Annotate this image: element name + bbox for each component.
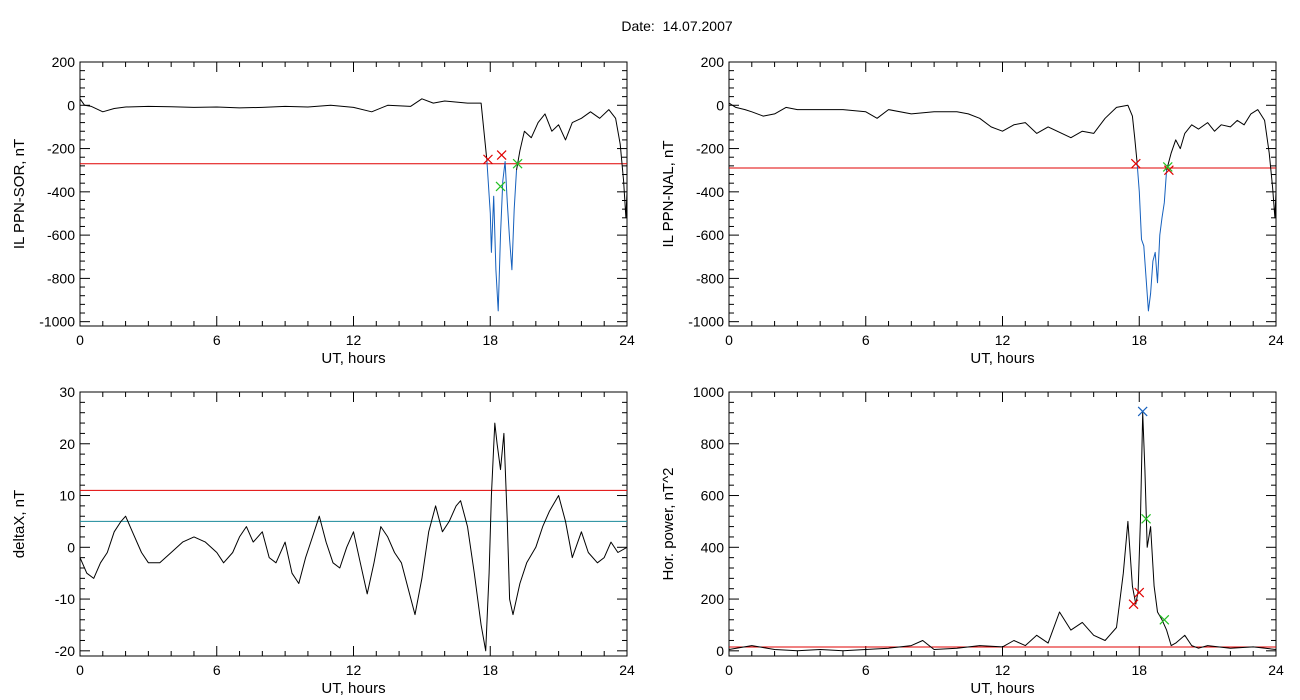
marker-stroke <box>1141 513 1152 524</box>
marker-blue <box>1137 406 1148 417</box>
y-axis-label: Hor. power, nT^2 <box>660 468 677 581</box>
y-tick-label: -600 <box>47 227 75 243</box>
x-tick-label: 24 <box>1268 662 1284 678</box>
chart-panel-sor: 0 6 12 18 24 -1000 -800 -600 -400 -200 0 200 UT, hou… <box>11 54 635 367</box>
y-tick-label: 200 <box>52 54 76 70</box>
chart-panel-deltax: 0 6 12 18 24 -20 -10 0 10 20 30 UT, hours deltaX, nT <box>11 384 635 697</box>
chart-panel-nal: 0 6 12 18 24 -1000 -800 -600 -400 -200 0 200 UT, hou… <box>660 54 1284 367</box>
marker-red <box>483 154 493 165</box>
y-axis-label: deltaX, nT <box>11 490 28 558</box>
x-tick-label: 6 <box>213 332 221 348</box>
x-tick-label: 24 <box>619 662 635 678</box>
x-tick-label: 24 <box>619 332 635 348</box>
marker-stroke <box>1128 599 1139 610</box>
y-axis-label: IL PPN-NAL, nT <box>660 141 677 248</box>
y-tick-label: -200 <box>47 141 75 157</box>
x-tick-label: 18 <box>1131 332 1147 348</box>
x-tick-label: 18 <box>482 662 498 678</box>
y-tick-label: 200 <box>701 54 725 70</box>
x-tick-label: 12 <box>995 662 1011 678</box>
y-tick-label: 400 <box>701 539 725 555</box>
page-title: Date: 14.07.2007 <box>621 18 733 34</box>
marker-green <box>1159 614 1170 625</box>
marker-stroke <box>1137 406 1148 417</box>
marker-stroke <box>1134 587 1145 598</box>
data-trace <box>728 102 1138 162</box>
plot-frame <box>728 391 1277 657</box>
y-tick-label: -10 <box>55 591 75 607</box>
marker-stroke <box>496 150 507 160</box>
x-tick-label: 18 <box>482 332 498 348</box>
plot-frame <box>79 61 628 327</box>
data-trace <box>79 422 628 652</box>
marker-stroke <box>1162 162 1173 172</box>
data-trace <box>728 412 1277 652</box>
marker-stroke <box>483 154 493 165</box>
y-tick-label: 200 <box>701 591 725 607</box>
marker-stroke <box>1159 614 1170 625</box>
marker-green <box>1141 513 1152 524</box>
x-tick-label: 6 <box>213 662 221 678</box>
marker-red <box>1128 599 1139 610</box>
y-tick-label: -600 <box>696 227 724 243</box>
x-tick-label: 12 <box>346 662 362 678</box>
y-tick-label: -800 <box>696 270 724 286</box>
y-tick-label: -800 <box>47 270 75 286</box>
x-tick-label: 6 <box>862 662 870 678</box>
y-tick-label: 600 <box>701 488 725 504</box>
marker-stroke <box>1163 165 1174 176</box>
marker-stroke <box>512 158 523 169</box>
x-axis-label: UT, hours <box>970 350 1034 367</box>
y-tick-label: -20 <box>55 643 75 659</box>
y-tick-label: 30 <box>59 384 75 400</box>
marker-red <box>1130 158 1141 169</box>
y-tick-label: 0 <box>716 643 724 659</box>
x-tick-label: 0 <box>76 662 84 678</box>
marker-green <box>1162 162 1173 172</box>
x-tick-label: 12 <box>346 332 362 348</box>
marker-red <box>1134 587 1145 598</box>
y-tick-label: 0 <box>67 539 75 555</box>
marker-stroke <box>1130 158 1141 169</box>
y-tick-label: 1000 <box>693 384 724 400</box>
y-tick-label: 0 <box>67 97 75 113</box>
y-tick-label: -200 <box>696 141 724 157</box>
y-tick-label: 10 <box>59 488 75 504</box>
y-tick-label: 0 <box>716 97 724 113</box>
marker-red <box>496 150 507 160</box>
y-tick-label: -1000 <box>688 314 724 330</box>
x-axis-label: UT, hours <box>321 350 385 367</box>
highlight-trace <box>486 159 517 312</box>
marker-red <box>1163 165 1174 176</box>
data-trace <box>1166 109 1277 219</box>
marker-green <box>495 181 506 192</box>
chart-panel-power: 0 6 12 18 24 0 200 400 600 800 1000 UT, hours Hor. p… <box>660 384 1284 697</box>
marker-green <box>512 158 523 169</box>
data-trace <box>516 109 628 219</box>
x-axis-label: UT, hours <box>321 680 385 697</box>
marker-stroke <box>495 181 506 192</box>
x-tick-label: 12 <box>995 332 1011 348</box>
y-tick-label: -400 <box>696 184 724 200</box>
plot-frame <box>728 61 1277 327</box>
highlight-trace <box>1136 161 1168 312</box>
y-axis-label: IL PPN-SOR, nT <box>11 139 28 249</box>
y-tick-label: -400 <box>47 184 75 200</box>
y-tick-label: -1000 <box>39 314 75 330</box>
x-tick-label: 0 <box>76 332 84 348</box>
x-tick-label: 0 <box>725 332 733 348</box>
x-tick-label: 18 <box>1131 662 1147 678</box>
plot-frame <box>79 391 628 657</box>
y-tick-label: 800 <box>701 436 725 452</box>
x-tick-label: 24 <box>1268 332 1284 348</box>
y-tick-label: 20 <box>59 436 75 452</box>
x-axis-label: UT, hours <box>970 680 1034 697</box>
x-tick-label: 6 <box>862 332 870 348</box>
x-tick-label: 0 <box>725 662 733 678</box>
data-trace <box>79 98 488 160</box>
